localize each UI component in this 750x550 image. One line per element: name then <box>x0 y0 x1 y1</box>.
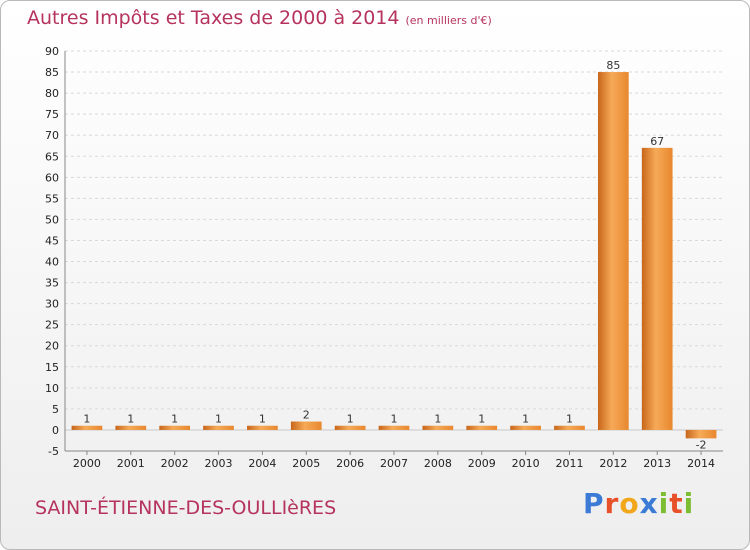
bar-2006 <box>334 425 366 430</box>
data-label-2006: 1 <box>347 413 354 426</box>
data-label-2002: 1 <box>171 413 178 426</box>
y-tick-label: 80 <box>45 87 59 100</box>
y-tick-label: 55 <box>45 192 59 205</box>
x-tick-label-2007: 2007 <box>380 457 408 470</box>
y-tick-label: 70 <box>45 129 59 142</box>
x-tick-label-2014: 2014 <box>687 457 715 470</box>
bar-2010 <box>510 425 541 430</box>
bar-2001 <box>115 425 147 430</box>
y-tick-label: 20 <box>45 340 59 353</box>
bar-2007 <box>378 425 410 430</box>
bar-2014 <box>685 429 717 439</box>
proxiti-logo[interactable]: Proxiti <box>583 487 694 520</box>
data-label-2005: 2 <box>303 409 310 422</box>
y-tick-label: 10 <box>45 382 59 395</box>
y-tick-label: 90 <box>45 45 59 58</box>
x-tick-label-2001: 2001 <box>117 457 145 470</box>
logo-letter: i <box>683 487 695 520</box>
y-tick-label: 85 <box>45 66 59 79</box>
y-tick-label: 50 <box>45 213 59 226</box>
data-label-2012: 85 <box>606 59 620 72</box>
chart-title: Autres Impôts et Taxes de 2000 à 2014 (en… <box>27 7 492 29</box>
x-tick-label-2011: 2011 <box>555 457 583 470</box>
y-tick-label: -5 <box>48 445 59 458</box>
x-tick-label-2000: 2000 <box>73 457 101 470</box>
bar-2009 <box>466 425 498 430</box>
data-label-2007: 1 <box>391 413 398 426</box>
data-label-2009: 1 <box>478 413 485 426</box>
bar-2005 <box>290 421 322 430</box>
logo-letter: P <box>583 487 605 520</box>
y-tick-label: 65 <box>45 150 59 163</box>
bar-2002 <box>159 425 191 430</box>
data-label-2000: 1 <box>83 413 90 426</box>
y-tick-label: 75 <box>45 108 59 121</box>
chart-title-text: Autres Impôts et Taxes de 2000 à 2014 <box>27 7 400 29</box>
data-label-2003: 1 <box>215 413 222 426</box>
y-tick-label: 5 <box>52 403 59 416</box>
data-label-2008: 1 <box>434 413 441 426</box>
y-tick-label: 35 <box>45 277 59 290</box>
bar-2004 <box>247 425 278 430</box>
bar-2008 <box>422 425 454 430</box>
x-tick-label-2006: 2006 <box>336 457 364 470</box>
x-tick-label-2012: 2012 <box>599 457 627 470</box>
place-name: SAINT-ÉTIENNE-DES-OULLIèRES <box>35 497 337 519</box>
bar-2003 <box>203 425 234 430</box>
x-tick-label-2013: 2013 <box>643 457 671 470</box>
bar-2012 <box>597 72 629 430</box>
y-tick-label: 40 <box>45 256 59 269</box>
x-tick-label-2003: 2003 <box>205 457 233 470</box>
logo-letter: i <box>658 487 670 520</box>
y-tick-label: 25 <box>45 319 59 332</box>
data-label-2011: 1 <box>566 413 573 426</box>
x-tick-label-2004: 2004 <box>248 457 276 470</box>
bars <box>71 72 717 439</box>
data-label-2010: 1 <box>522 413 529 426</box>
x-tick-label-2002: 2002 <box>161 457 189 470</box>
unit-label: (en milliers d'€) <box>405 14 492 27</box>
logo-letter: x <box>639 487 659 520</box>
y-tick-label: 0 <box>52 424 59 437</box>
data-label-2001: 1 <box>127 413 134 426</box>
x-tick-label-2008: 2008 <box>424 457 452 470</box>
logo-letter: r <box>604 487 620 520</box>
logo-letter: t <box>669 487 684 520</box>
data-label-2004: 1 <box>259 413 266 426</box>
y-tick-label: 60 <box>45 171 59 184</box>
logo-letter: o <box>619 487 640 520</box>
x-tick-label-2009: 2009 <box>468 457 496 470</box>
data-label-2013: 67 <box>650 135 664 148</box>
axes: -5 0 5 10 15 20 25 30 35 40 45 50 55 60 65 70 75 80 85 90 20… <box>45 45 723 470</box>
bar-2011 <box>554 425 585 430</box>
bar-2000 <box>71 425 103 430</box>
labels: 1 1 1 1 1 2 1 1 1 1 1 1 85 67 -2 <box>83 59 706 451</box>
y-tick-label: 30 <box>45 298 59 311</box>
y-tick-label: 15 <box>45 361 59 374</box>
y-tick-label: 45 <box>45 234 59 247</box>
x-tick-label-2010: 2010 <box>512 457 540 470</box>
bar-2013 <box>641 147 673 430</box>
x-tick-label-2005: 2005 <box>292 457 320 470</box>
data-label-2014: -2 <box>696 438 707 451</box>
